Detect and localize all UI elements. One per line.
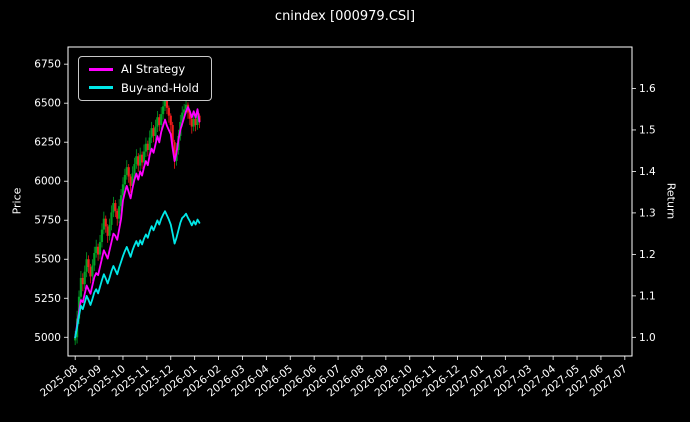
legend-item-ai-strategy: AI Strategy bbox=[89, 63, 199, 76]
legend-label-buy-and-hold: Buy-and-Hold bbox=[121, 80, 199, 95]
chart-title: cnindex [000979.CSI] bbox=[274, 9, 416, 24]
legend: AI Strategy Buy-and-Hold bbox=[78, 56, 212, 102]
svg-text:1.5: 1.5 bbox=[639, 124, 656, 136]
svg-text:6250: 6250 bbox=[34, 137, 61, 149]
legend-swatch-ai-strategy bbox=[89, 67, 113, 71]
svg-text:1.2: 1.2 bbox=[639, 249, 656, 261]
svg-text:1.3: 1.3 bbox=[639, 207, 656, 219]
legend-item-buy-and-hold: Buy-and-Hold bbox=[89, 80, 199, 95]
price-axis-label: Price bbox=[10, 187, 24, 215]
svg-text:1.6: 1.6 bbox=[639, 83, 656, 95]
svg-text:6000: 6000 bbox=[34, 176, 61, 188]
svg-text:5250: 5250 bbox=[34, 293, 61, 305]
svg-text:5750: 5750 bbox=[34, 215, 61, 227]
svg-text:6750: 6750 bbox=[34, 59, 61, 71]
legend-swatch-buy-and-hold bbox=[89, 86, 113, 90]
svg-text:5000: 5000 bbox=[34, 332, 61, 344]
legend-label-ai-strategy: AI Strategy bbox=[121, 62, 186, 76]
svg-text:5500: 5500 bbox=[34, 254, 61, 266]
svg-text:1.0: 1.0 bbox=[639, 332, 656, 344]
return-axis-label: Return bbox=[664, 182, 678, 220]
svg-text:1.1: 1.1 bbox=[639, 290, 656, 302]
svg-text:1.4: 1.4 bbox=[639, 166, 656, 178]
svg-text:6500: 6500 bbox=[34, 98, 61, 110]
